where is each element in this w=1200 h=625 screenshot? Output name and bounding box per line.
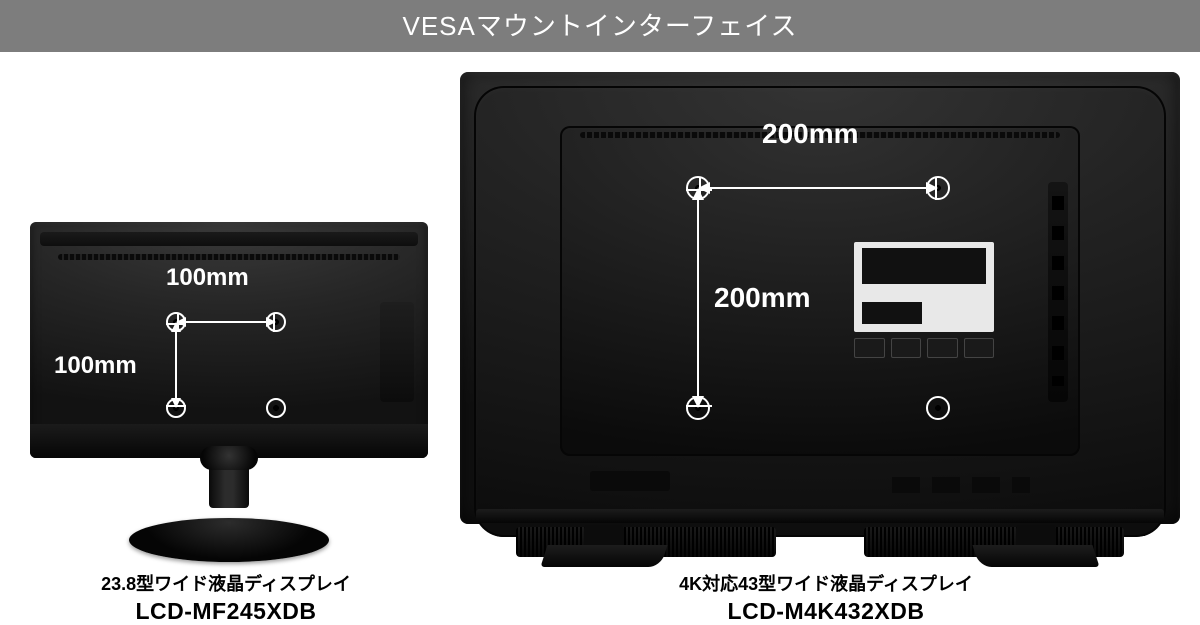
monitor-large-slot (590, 471, 670, 491)
vesa-hole-icon (266, 312, 286, 332)
monitor-large-badges (854, 338, 994, 358)
monitor-small-base (129, 518, 329, 562)
monitor-small-side-panel (380, 302, 414, 402)
caption-large: 4K対応43型ワイド液晶ディスプレイ LCD-M4K432XDB (452, 570, 1200, 625)
monitor-small-desc: 23.8型ワイド液晶ディスプレイ (0, 570, 452, 596)
monitor-large-model: LCD-M4K432XDB (452, 598, 1200, 625)
vesa-hole-icon (926, 176, 950, 200)
monitor-large-desc: 4K対応43型ワイド液晶ディスプレイ (452, 570, 1200, 596)
monitor-large-spec-label (854, 242, 994, 332)
monitor-large: 200mm 200mm (460, 72, 1180, 567)
vesa-hole-icon (166, 398, 186, 418)
monitor-large-side-ports (1048, 182, 1068, 402)
monitor-large-bottom-ports (880, 477, 1030, 493)
caption-small: 23.8型ワイド液晶ディスプレイ LCD-MF245XDB (0, 570, 452, 625)
monitor-small: 100mm 100mm (30, 222, 428, 562)
vesa-hole-icon (166, 312, 186, 332)
monitor-small-hinge (200, 446, 258, 470)
header-bar: VESAマウントインターフェイス (0, 0, 1200, 52)
monitor-small-vent (58, 254, 400, 260)
vesa-hole-icon (686, 176, 710, 200)
vesa-hole-icon (926, 396, 950, 420)
vesa-hole-icon (686, 396, 710, 420)
monitor-large-under-bar (476, 509, 1164, 523)
header-title: VESAマウントインターフェイス (402, 11, 797, 41)
monitor-large-foot (544, 525, 664, 567)
monitor-large-vent (580, 132, 1060, 138)
monitor-small-model: LCD-MF245XDB (0, 598, 452, 625)
diagram-stage: 100mm 100mm (0, 52, 1200, 600)
monitor-small-bezel (40, 232, 418, 246)
vesa-hole-icon (266, 398, 286, 418)
monitor-large-inner-panel (560, 126, 1080, 456)
monitor-large-foot (976, 525, 1096, 567)
